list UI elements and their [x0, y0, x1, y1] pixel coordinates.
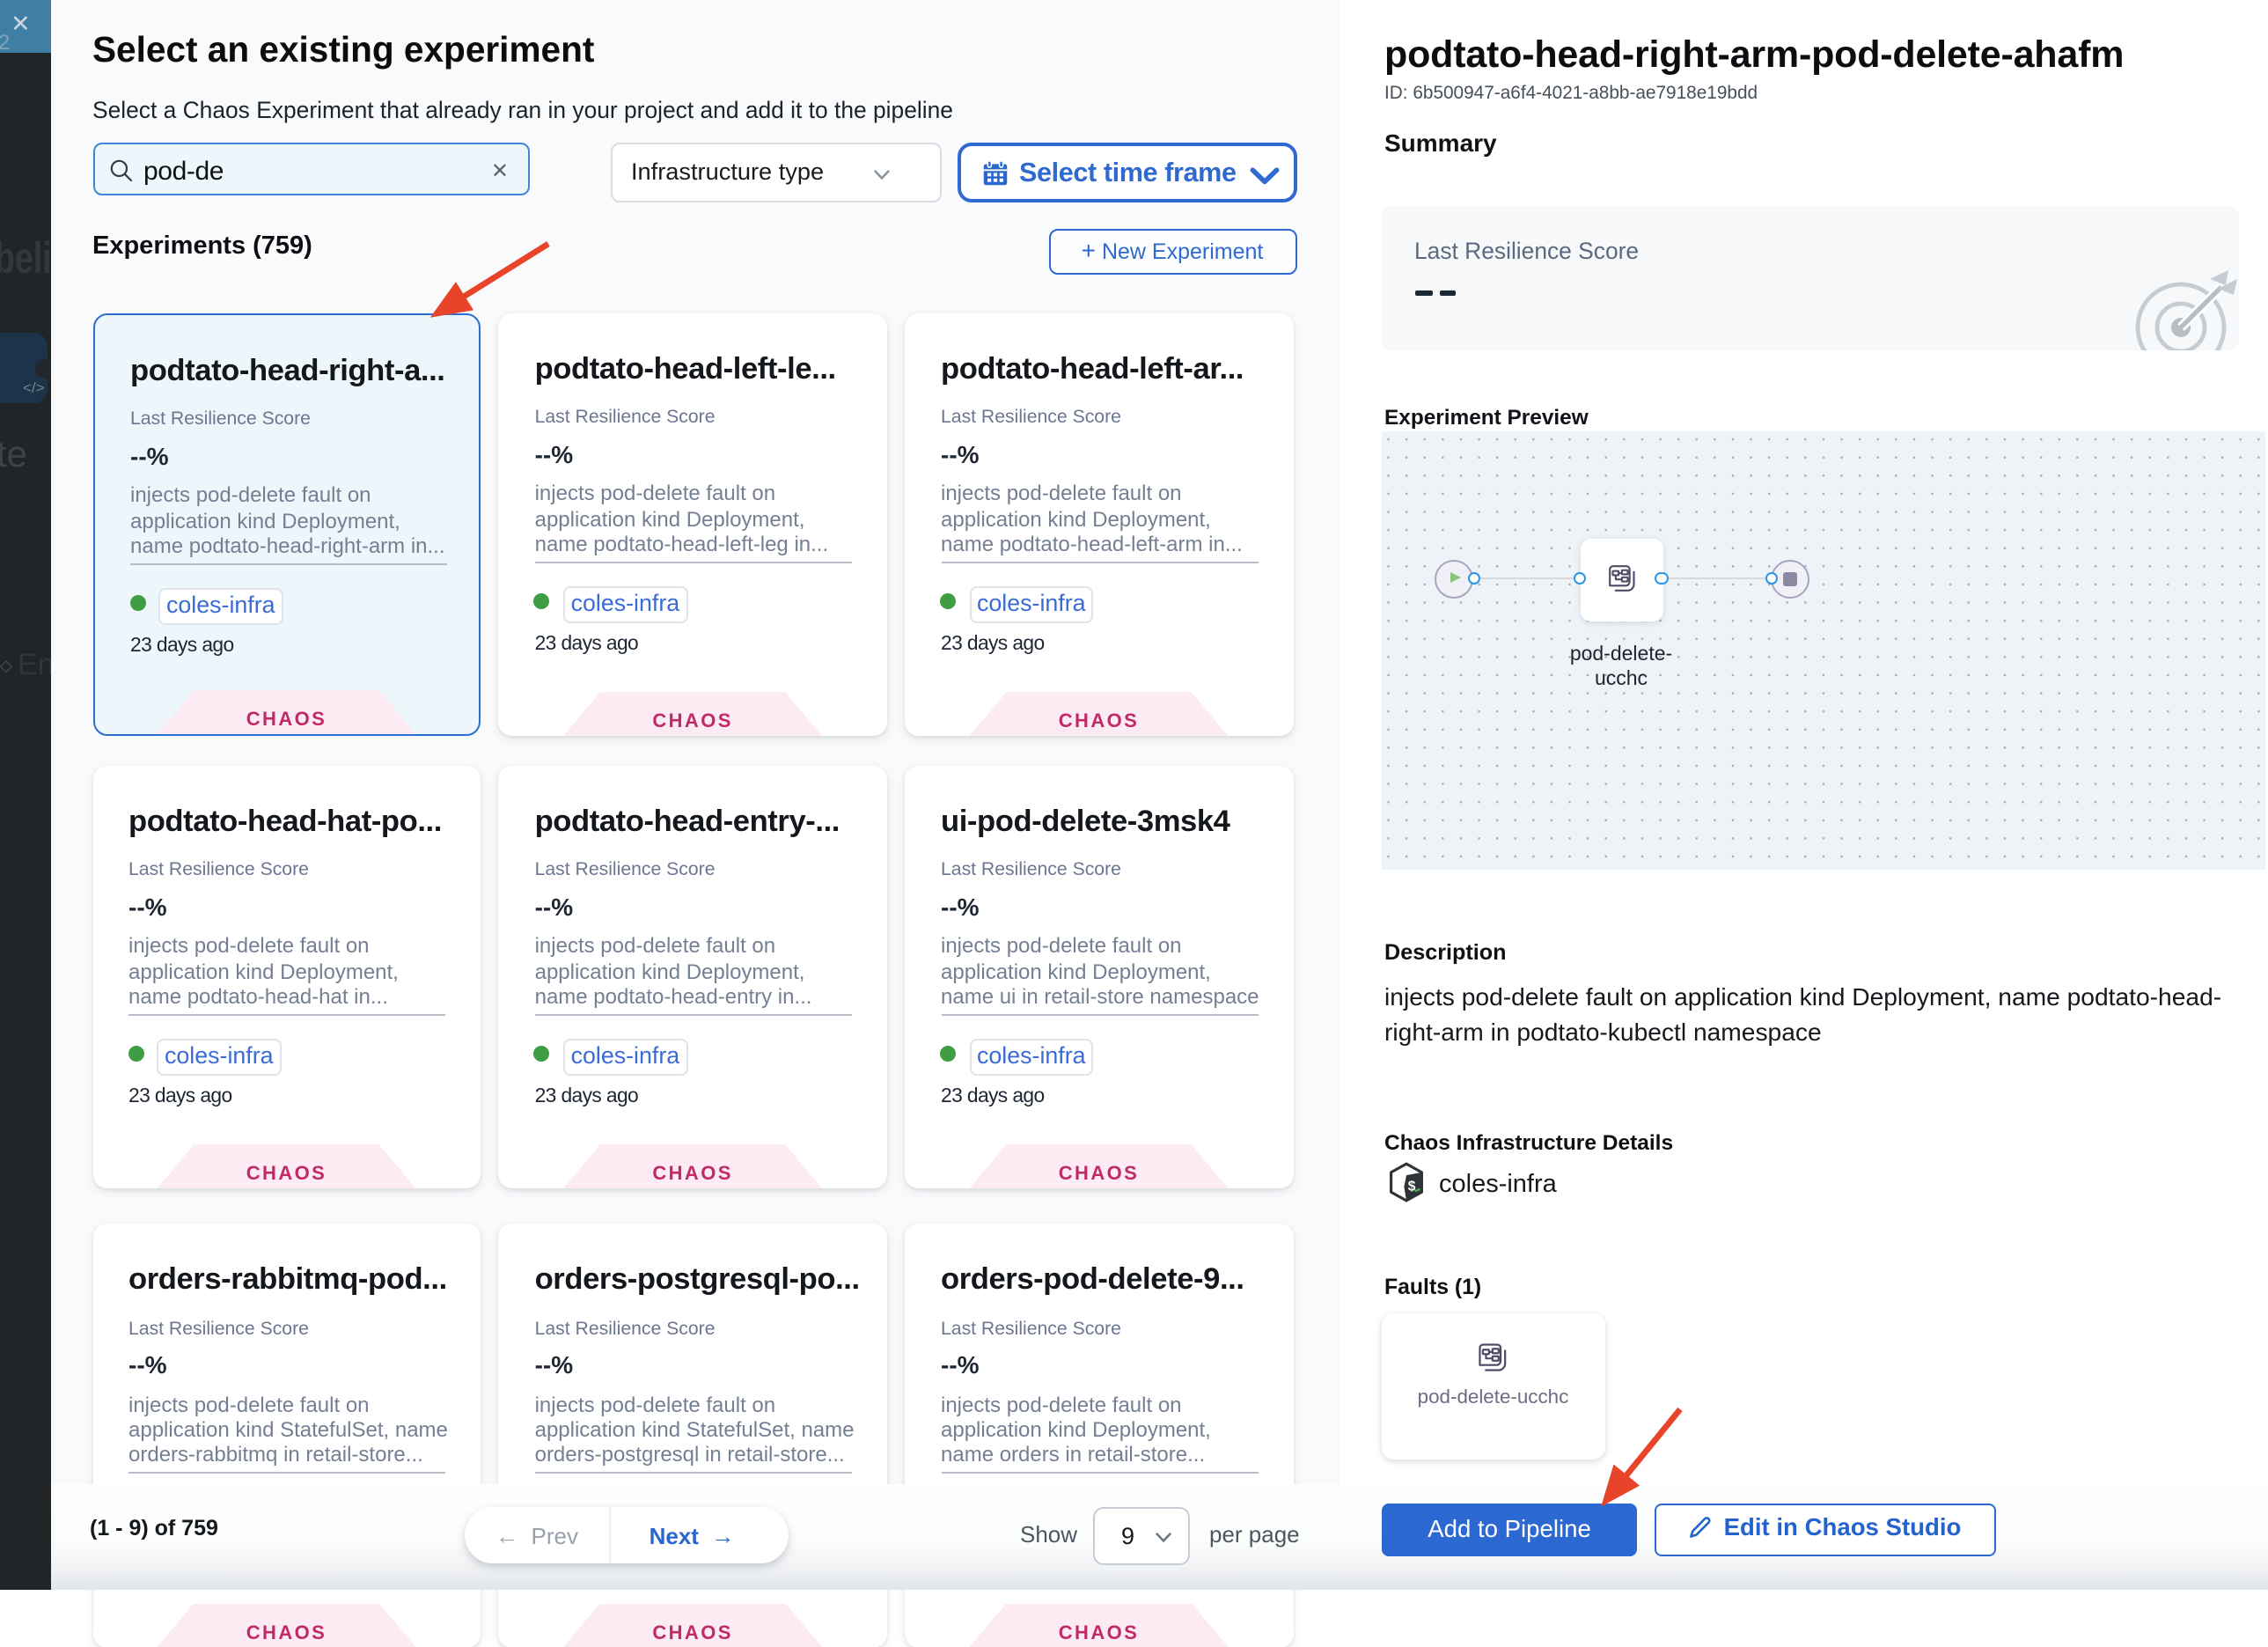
svg-text:$: $ [1407, 1179, 1415, 1194]
